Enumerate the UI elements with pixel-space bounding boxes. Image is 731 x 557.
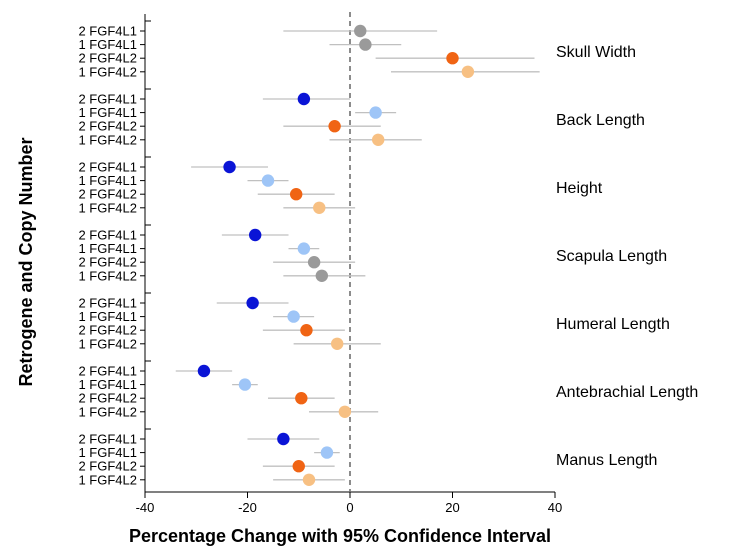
estimate-point xyxy=(297,92,311,106)
estimate-point xyxy=(354,24,367,38)
y-tick-label: 2 FGF4L1 xyxy=(78,364,137,379)
y-tick-label: 2 FGF4L2 xyxy=(78,255,137,270)
estimate-point xyxy=(287,310,300,323)
estimate-point xyxy=(297,242,311,255)
x-tick-label: -40 xyxy=(136,500,155,515)
estimate-point xyxy=(289,188,303,201)
group-label: Scapula Length xyxy=(556,248,667,265)
estimate-point xyxy=(313,201,326,214)
estimate-point xyxy=(320,446,334,459)
estimate-point xyxy=(359,38,372,51)
y-tick-label: 1 FGF4L1 xyxy=(78,241,137,256)
group-label: Manus Length xyxy=(556,452,657,469)
estimate-point xyxy=(246,296,259,310)
y-tick-label: 2 FGF4L1 xyxy=(78,92,137,107)
estimate-point xyxy=(369,106,382,119)
estimate-point xyxy=(328,120,341,133)
y-tick-label: 2 FGF4L1 xyxy=(78,228,137,243)
x-tick-label: 0 xyxy=(346,500,353,515)
y-tick-label: 1 FGF4L2 xyxy=(78,404,137,419)
axes: -40 -20 0 20 40 xyxy=(136,14,562,515)
estimate-point xyxy=(461,65,475,79)
estimate-point xyxy=(371,133,385,146)
y-tick-label: 2 FGF4L2 xyxy=(78,391,137,406)
estimate-point xyxy=(446,52,459,65)
estimate-point xyxy=(330,337,344,350)
estimate-point xyxy=(338,405,352,418)
y-tick-label: 1 FGF4L1 xyxy=(78,309,137,324)
data-marks xyxy=(175,24,540,486)
estimate-point xyxy=(223,160,236,174)
estimate-point xyxy=(197,364,211,378)
estimate-point xyxy=(292,460,305,473)
group-label: Height xyxy=(556,180,603,197)
y-tick-label: 1 FGF4L1 xyxy=(78,37,137,52)
estimate-point xyxy=(302,473,316,486)
y-tick-label: 1 FGF4L1 xyxy=(78,173,137,188)
group-label: Back Length xyxy=(556,112,645,129)
estimate-point xyxy=(307,256,321,269)
y-axis-title: Retrogene and Copy Number xyxy=(16,137,36,386)
estimate-point xyxy=(295,392,308,405)
y-tick-label: 1 FGF4L2 xyxy=(78,472,137,487)
y-tick-label: 2 FGF4L2 xyxy=(78,119,137,134)
y-tick-label: 1 FGF4L2 xyxy=(78,132,137,147)
estimate-point xyxy=(277,432,290,446)
y-tick-label: 2 FGF4L2 xyxy=(78,459,137,474)
estimate-point xyxy=(261,174,275,187)
group-label: Humeral Length xyxy=(556,316,670,333)
y-tick-label: 1 FGF4L2 xyxy=(78,200,137,215)
x-tick-label: 40 xyxy=(548,500,562,515)
y-tick-label: 2 FGF4L1 xyxy=(78,24,137,39)
x-tick-label: 20 xyxy=(445,500,459,515)
estimate-point xyxy=(248,228,262,242)
group-label: Antebrachial Length xyxy=(556,384,698,401)
y-tick-label: 1 FGF4L2 xyxy=(78,336,137,351)
y-tick-label: 1 FGF4L2 xyxy=(78,64,137,79)
x-axis-title: Percentage Change with 95% Confidence In… xyxy=(129,526,551,546)
y-tick-label: 1 FGF4L2 xyxy=(78,268,137,283)
x-tick-label: -20 xyxy=(238,500,257,515)
y-tick-label: 1 FGF4L1 xyxy=(78,445,137,460)
y-tick-label: 2 FGF4L1 xyxy=(78,432,137,447)
y-tick-label: 2 FGF4L2 xyxy=(78,187,137,202)
y-tick-label: 2 FGF4L2 xyxy=(78,323,137,338)
y-tick-label: 1 FGF4L1 xyxy=(78,377,137,392)
estimate-point xyxy=(315,269,329,282)
group-label: Skull Width xyxy=(556,44,636,61)
estimate-point xyxy=(300,324,313,337)
y-tick-label: 1 FGF4L1 xyxy=(78,105,137,120)
y-tick-label: 2 FGF4L1 xyxy=(78,296,137,311)
y-tick-label: 2 FGF4L2 xyxy=(78,51,137,66)
estimate-point xyxy=(238,378,252,391)
y-tick-label: 2 FGF4L1 xyxy=(78,160,137,175)
